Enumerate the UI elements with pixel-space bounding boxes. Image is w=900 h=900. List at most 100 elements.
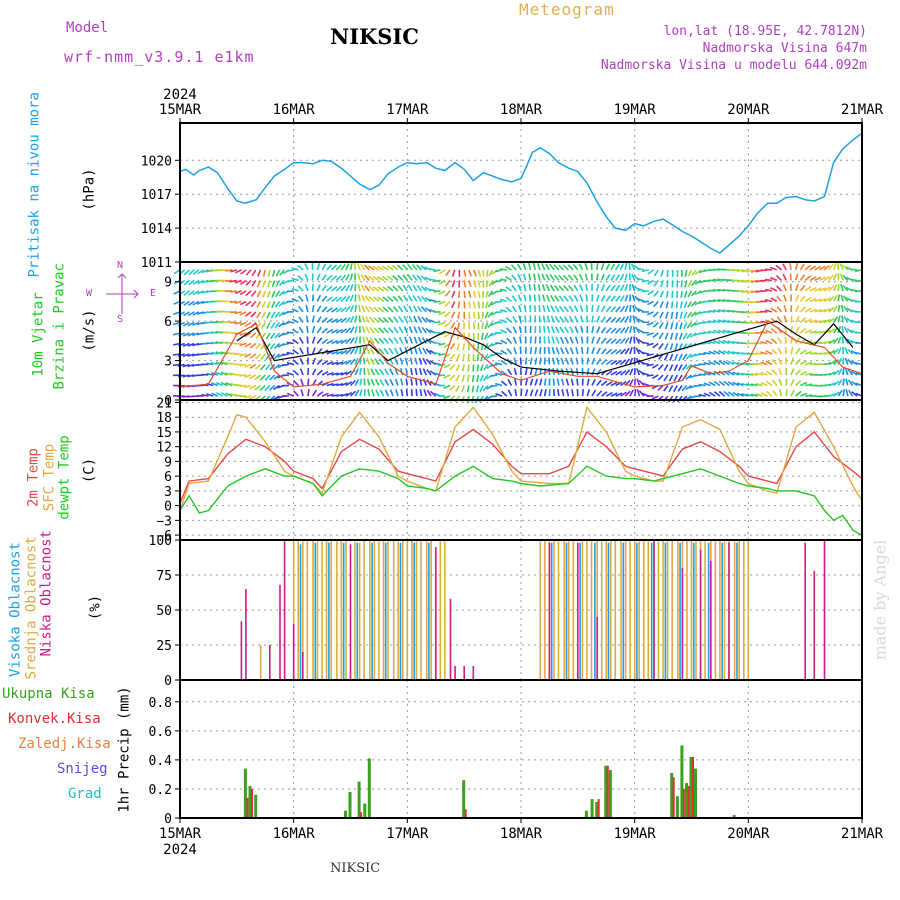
wind-arrow xyxy=(369,337,375,344)
wind-arrow xyxy=(477,301,481,309)
wind-arrow xyxy=(335,296,343,303)
wind-arrow xyxy=(487,290,494,298)
cloud-unit-label: (%) xyxy=(87,594,104,621)
wind-arrow xyxy=(847,348,854,355)
wind-arrow xyxy=(345,305,351,313)
temp-y-tick-label: 18 xyxy=(156,411,172,426)
wind-arrow xyxy=(855,372,863,376)
wind-arrow xyxy=(297,285,304,292)
wind-arrow xyxy=(412,305,418,313)
wind-arrow xyxy=(345,359,352,366)
wind-arrow xyxy=(556,357,560,365)
wind-arrow xyxy=(415,389,418,397)
wind-arrow xyxy=(462,353,465,362)
wind-arrow xyxy=(340,360,348,366)
wind-arrow xyxy=(354,336,358,344)
wind-arrow xyxy=(590,262,593,270)
pressure-y-tick-label: 1011 xyxy=(141,256,172,271)
wind-arrow xyxy=(805,394,813,397)
wind-arrow xyxy=(374,379,380,386)
wind-arrow xyxy=(658,343,664,350)
precip-total-bar xyxy=(462,780,466,818)
wind-arrow xyxy=(397,274,404,281)
wind-arrow xyxy=(828,274,835,281)
wind-arrow xyxy=(403,305,408,313)
wind-arrow xyxy=(765,350,773,355)
wind-arrow xyxy=(206,372,214,376)
wind-arrow xyxy=(636,378,641,386)
wind-arrow xyxy=(665,290,669,298)
wind-arrow xyxy=(685,353,693,360)
wind-arrow xyxy=(600,326,607,334)
wind-arrow xyxy=(615,359,622,366)
wind-arrow xyxy=(377,306,385,313)
wind-arrow xyxy=(368,296,375,302)
precip-conv-bar xyxy=(672,777,675,818)
wind-arrow xyxy=(647,300,654,306)
wind-arrow xyxy=(225,371,233,376)
wind-arrow xyxy=(519,336,522,344)
wind-arrow xyxy=(819,308,827,313)
wind-arrow xyxy=(471,374,475,383)
wind-arrow xyxy=(331,285,338,292)
wind-arrow xyxy=(321,295,328,302)
wind-arrow xyxy=(388,327,394,334)
wind-arrow xyxy=(610,316,617,324)
wind-arrow xyxy=(750,393,759,397)
wind-arrow xyxy=(359,389,363,397)
wind-arrow xyxy=(206,362,214,366)
wind-arrow xyxy=(335,328,343,334)
wind-arrow xyxy=(239,353,247,357)
wind-arrow xyxy=(187,321,195,327)
wind-arrow xyxy=(244,311,252,317)
wind-arrow xyxy=(305,294,309,302)
wind-arrow xyxy=(663,374,669,382)
wind-arrow xyxy=(636,389,641,397)
wind-arrow xyxy=(799,360,807,366)
wind-arrow xyxy=(646,374,654,377)
wind-arrow xyxy=(657,363,664,371)
wind-arrow xyxy=(292,349,299,355)
wind-arrow xyxy=(349,283,354,292)
wind-arrow xyxy=(717,319,725,324)
wind-arrow xyxy=(804,296,812,303)
wind-arrow xyxy=(619,263,624,271)
wind-arrow xyxy=(708,330,716,334)
wind-arrow xyxy=(490,363,498,367)
wind-arrow xyxy=(846,317,853,324)
wind-arrow xyxy=(814,265,822,271)
wind-arrow xyxy=(610,359,618,366)
wind-arrow xyxy=(340,306,347,313)
wind-arrow xyxy=(624,283,629,292)
wind-arrow xyxy=(844,347,849,355)
wind-arrow xyxy=(605,327,612,334)
precip-conv-bar xyxy=(682,788,685,818)
wind-arrow xyxy=(580,315,584,323)
wind-arrow xyxy=(775,264,783,271)
wind-arrow xyxy=(559,316,565,323)
wind-arrow xyxy=(304,263,309,271)
wind-arrow xyxy=(420,295,427,302)
wind-arrow xyxy=(685,363,693,370)
wind-arrow xyxy=(790,347,794,355)
wind-arrow xyxy=(457,311,461,319)
wind-arrow xyxy=(384,379,390,386)
wind-arrow xyxy=(268,384,276,391)
wind-arrow xyxy=(819,276,826,282)
lonlat-label: lon,lat (18.95E, 42.7812N) xyxy=(663,24,868,39)
dewpoint-line xyxy=(179,465,863,536)
wind-arrow xyxy=(271,280,276,288)
wind-arrow xyxy=(429,390,437,397)
wind-arrow xyxy=(173,321,181,326)
wind-arrow xyxy=(547,346,551,355)
wind-arrow xyxy=(631,284,636,292)
wind-arrow xyxy=(249,363,257,369)
wind-arrow xyxy=(555,336,560,344)
wind-arrow xyxy=(505,286,512,292)
wind-arrow xyxy=(605,381,613,387)
wind-arrow xyxy=(245,300,252,307)
wind-arrow xyxy=(286,341,294,345)
wind-arrow xyxy=(615,370,623,376)
wind-arrow xyxy=(487,321,494,329)
wind-arrow xyxy=(354,326,358,334)
